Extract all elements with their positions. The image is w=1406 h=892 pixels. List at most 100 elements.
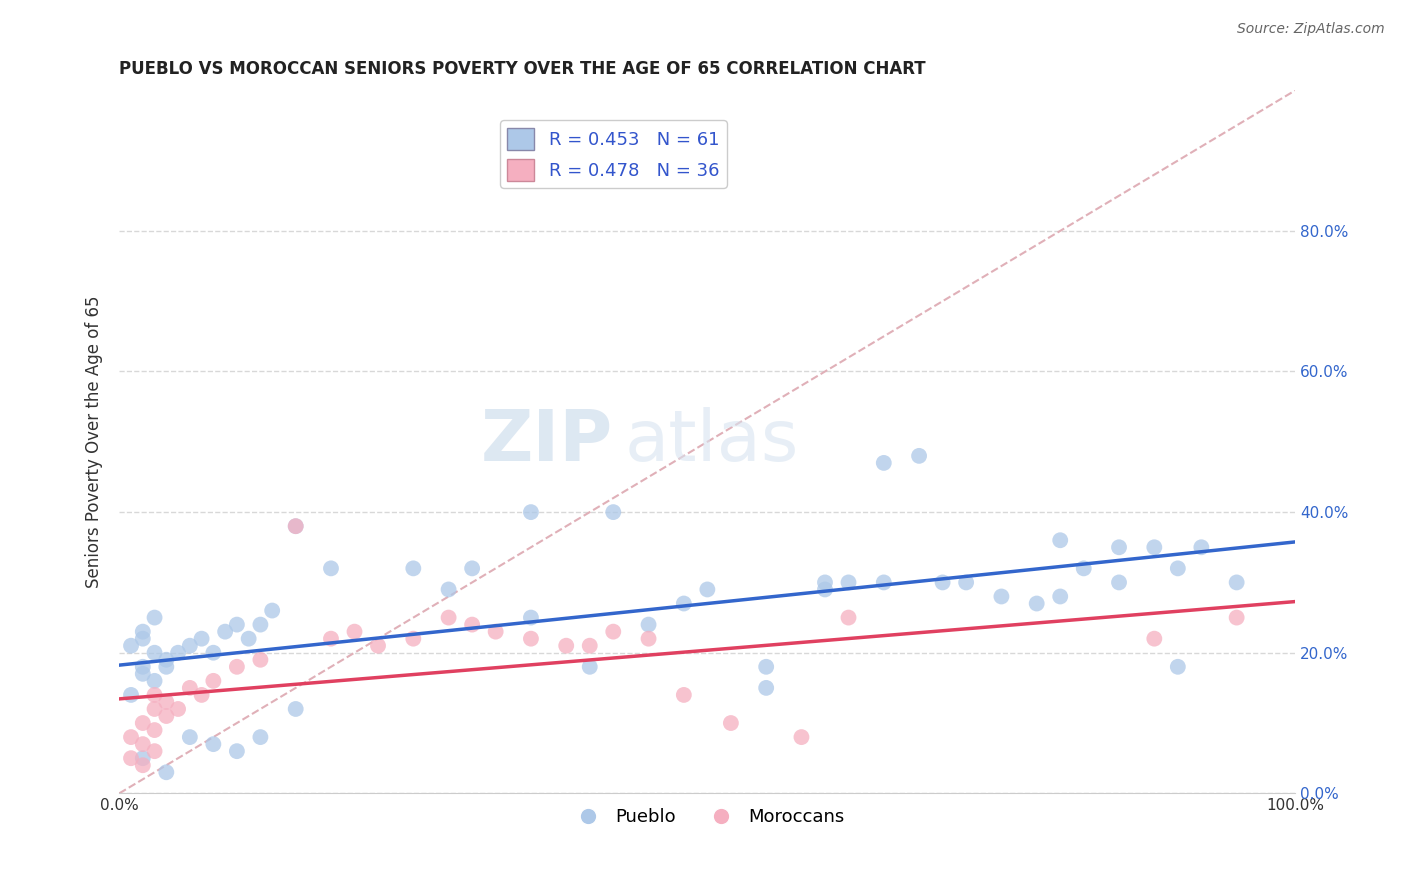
Point bbox=[225, 617, 247, 632]
Point bbox=[249, 730, 271, 744]
Point bbox=[755, 660, 778, 674]
Point bbox=[672, 688, 695, 702]
Point bbox=[1143, 541, 1166, 555]
Point bbox=[520, 610, 543, 624]
Point bbox=[202, 673, 225, 688]
Point bbox=[637, 617, 659, 632]
Point bbox=[931, 575, 953, 590]
Point bbox=[1189, 541, 1212, 555]
Point bbox=[190, 632, 212, 646]
Point bbox=[1073, 561, 1095, 575]
Point bbox=[143, 673, 166, 688]
Point bbox=[143, 723, 166, 737]
Point bbox=[1167, 561, 1189, 575]
Point bbox=[214, 624, 236, 639]
Point bbox=[837, 575, 859, 590]
Point bbox=[485, 624, 508, 639]
Y-axis label: Seniors Poverty Over the Age of 65: Seniors Poverty Over the Age of 65 bbox=[86, 295, 103, 588]
Point bbox=[179, 639, 201, 653]
Point bbox=[120, 639, 142, 653]
Point bbox=[555, 639, 578, 653]
Point bbox=[602, 505, 624, 519]
Point bbox=[461, 561, 484, 575]
Point bbox=[143, 702, 166, 716]
Point bbox=[167, 646, 190, 660]
Point bbox=[873, 575, 896, 590]
Point bbox=[143, 610, 166, 624]
Point bbox=[179, 730, 201, 744]
Point bbox=[120, 751, 142, 765]
Point bbox=[155, 660, 177, 674]
Point bbox=[343, 624, 366, 639]
Point bbox=[520, 505, 543, 519]
Point bbox=[578, 639, 600, 653]
Point bbox=[696, 582, 718, 597]
Point bbox=[1108, 575, 1130, 590]
Point bbox=[990, 590, 1012, 604]
Point bbox=[155, 709, 177, 723]
Point bbox=[167, 702, 190, 716]
Point bbox=[637, 632, 659, 646]
Point bbox=[143, 646, 166, 660]
Point bbox=[284, 519, 307, 533]
Point bbox=[955, 575, 977, 590]
Point bbox=[520, 632, 543, 646]
Point bbox=[1108, 541, 1130, 555]
Point bbox=[814, 582, 837, 597]
Point bbox=[578, 660, 600, 674]
Point bbox=[814, 575, 837, 590]
Point bbox=[319, 561, 342, 575]
Point bbox=[202, 646, 225, 660]
Point bbox=[132, 716, 155, 731]
Point bbox=[402, 632, 425, 646]
Text: ZIP: ZIP bbox=[481, 408, 613, 476]
Point bbox=[132, 758, 155, 772]
Point bbox=[132, 666, 155, 681]
Point bbox=[284, 519, 307, 533]
Point bbox=[755, 681, 778, 695]
Point bbox=[202, 737, 225, 751]
Point bbox=[132, 660, 155, 674]
Point bbox=[120, 688, 142, 702]
Point bbox=[249, 653, 271, 667]
Point bbox=[1049, 533, 1071, 548]
Point bbox=[143, 744, 166, 758]
Point bbox=[132, 751, 155, 765]
Legend: Pueblo, Moroccans: Pueblo, Moroccans bbox=[562, 801, 852, 833]
Point bbox=[461, 617, 484, 632]
Point bbox=[155, 695, 177, 709]
Point bbox=[132, 624, 155, 639]
Point bbox=[1143, 632, 1166, 646]
Point bbox=[790, 730, 813, 744]
Point bbox=[225, 744, 247, 758]
Text: Source: ZipAtlas.com: Source: ZipAtlas.com bbox=[1237, 22, 1385, 37]
Point bbox=[238, 632, 260, 646]
Point bbox=[720, 716, 742, 731]
Point bbox=[1226, 575, 1249, 590]
Point bbox=[873, 456, 896, 470]
Point bbox=[120, 730, 142, 744]
Point bbox=[367, 639, 389, 653]
Point bbox=[179, 681, 201, 695]
Point bbox=[155, 653, 177, 667]
Point bbox=[190, 688, 212, 702]
Text: PUEBLO VS MOROCCAN SENIORS POVERTY OVER THE AGE OF 65 CORRELATION CHART: PUEBLO VS MOROCCAN SENIORS POVERTY OVER … bbox=[120, 60, 927, 78]
Point bbox=[602, 624, 624, 639]
Point bbox=[262, 603, 284, 617]
Point bbox=[437, 582, 460, 597]
Point bbox=[1049, 590, 1071, 604]
Text: atlas: atlas bbox=[626, 408, 800, 476]
Point bbox=[225, 660, 247, 674]
Point bbox=[249, 617, 271, 632]
Point bbox=[132, 632, 155, 646]
Point bbox=[1167, 660, 1189, 674]
Point bbox=[1025, 597, 1047, 611]
Point bbox=[132, 737, 155, 751]
Point bbox=[1226, 610, 1249, 624]
Point bbox=[155, 765, 177, 780]
Point bbox=[908, 449, 931, 463]
Point bbox=[143, 688, 166, 702]
Point bbox=[284, 702, 307, 716]
Point bbox=[402, 561, 425, 575]
Point bbox=[319, 632, 342, 646]
